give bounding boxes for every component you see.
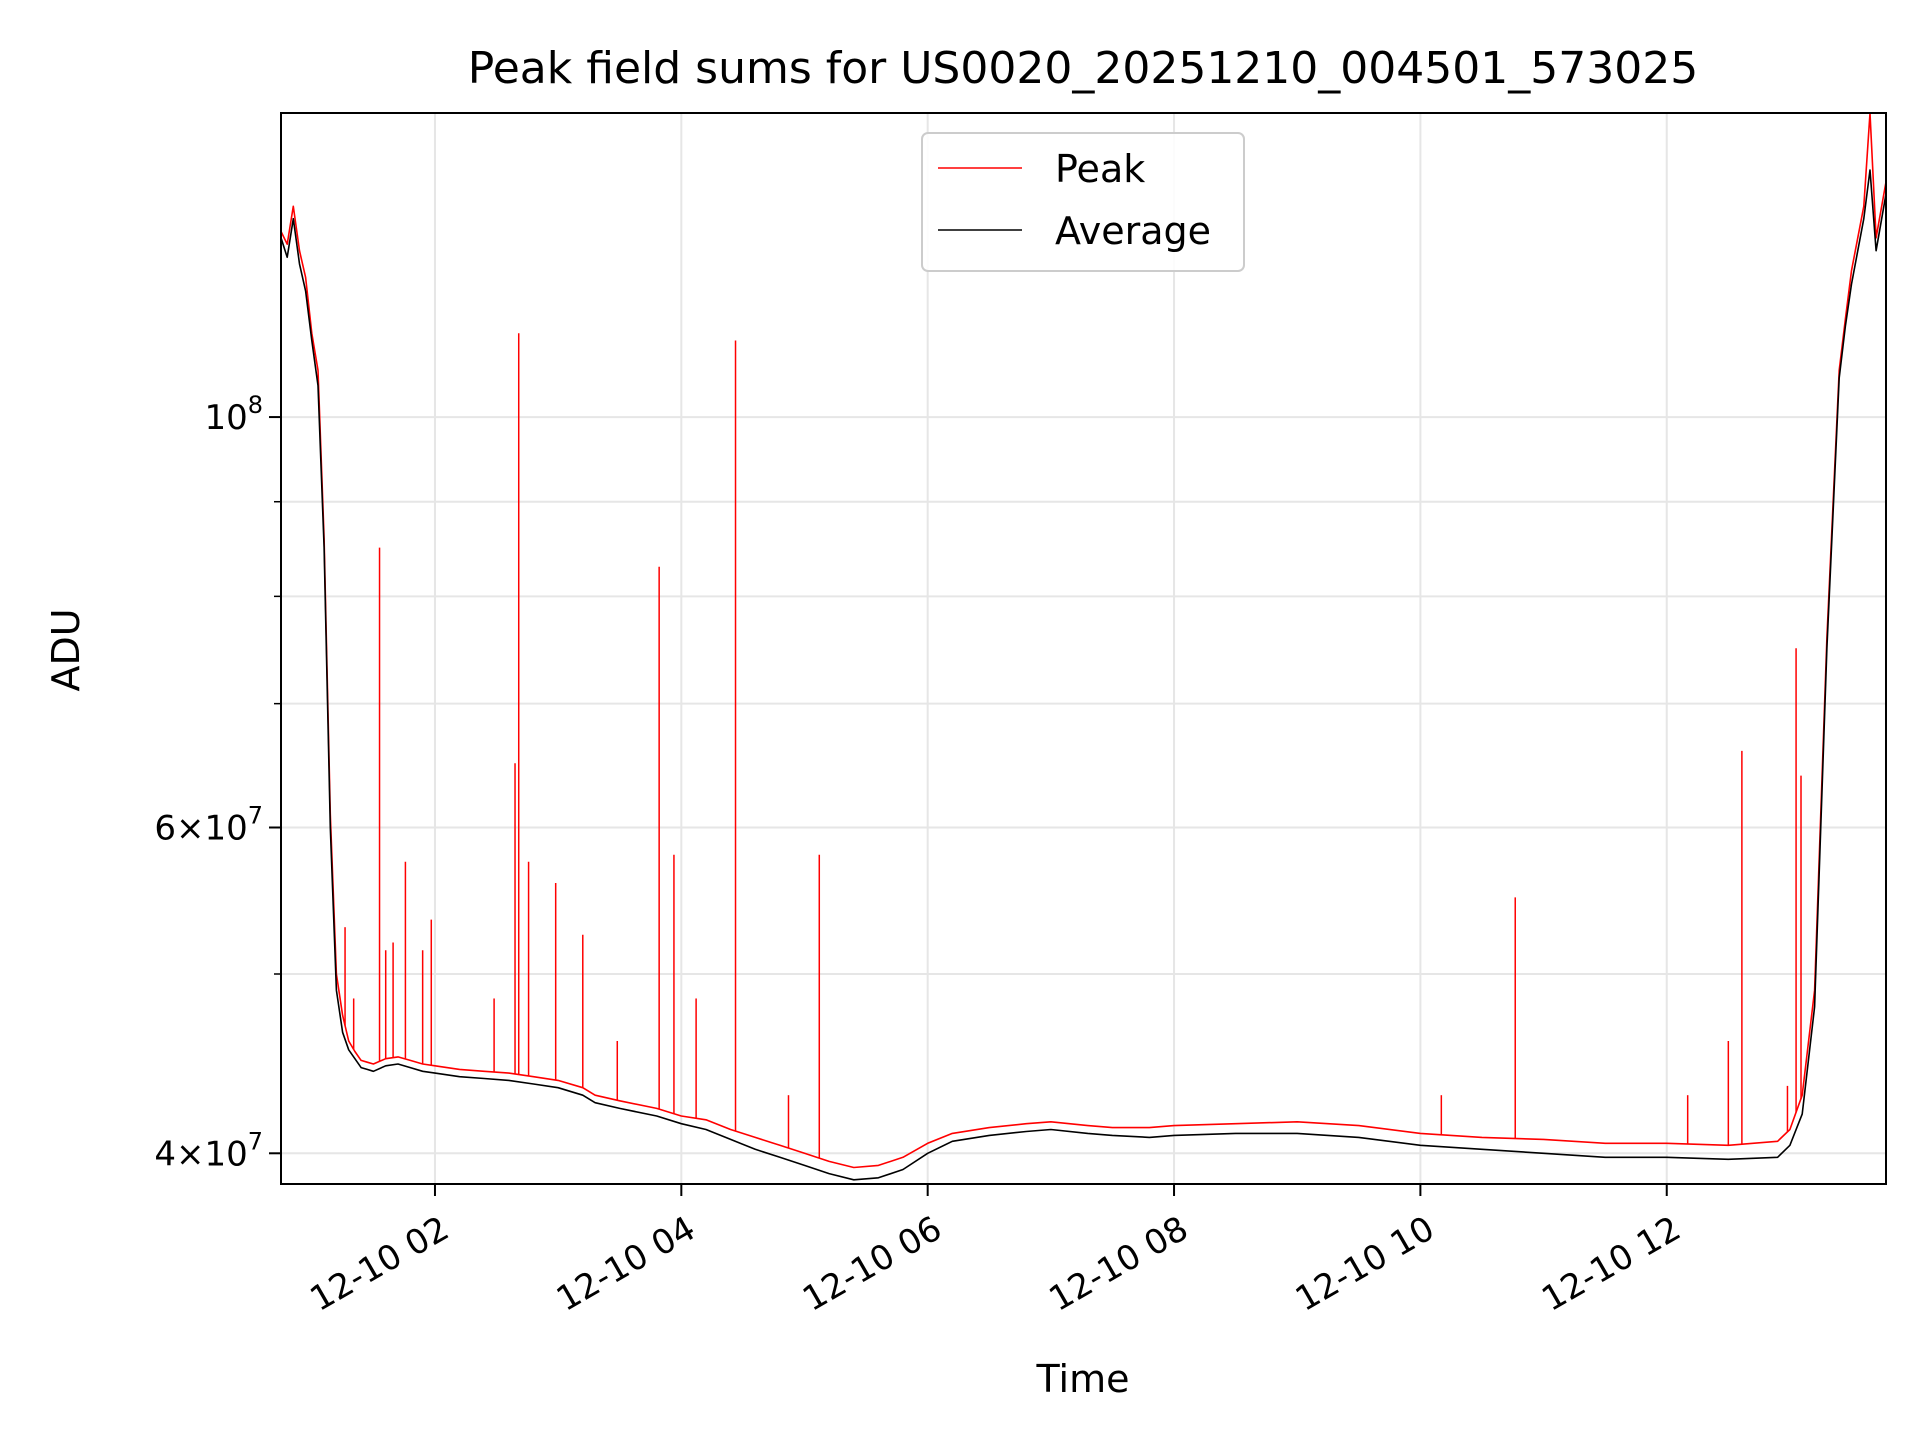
y-tick-label-base: 6×10 (154, 809, 247, 849)
plot-frame (280, 112, 1887, 1185)
y-tick-label-exponent: 7 (248, 1127, 263, 1155)
legend-peak-label: Peak (1055, 147, 1145, 191)
y-tick-label-base: 10 (204, 398, 247, 438)
y-tick-label: 6×107 (154, 802, 263, 849)
y-axis-label: ADU (44, 608, 88, 691)
series-layer (281, 113, 1886, 1181)
y-tick-label-exponent: 7 (248, 802, 263, 830)
chart-title: Peak field sums for US0020_20251210_0045… (468, 43, 1698, 94)
y-tick-label-base: 4×10 (154, 1134, 247, 1174)
y-tick-label: 108 (204, 391, 263, 438)
grid (281, 113, 1886, 1184)
x-axis-label: Time (1036, 1357, 1130, 1401)
legend-average-label: Average (1055, 209, 1211, 253)
y-tick-label: 4×107 (154, 1127, 263, 1174)
series-average-line (281, 169, 1886, 1181)
series-peak-line (281, 113, 1886, 1169)
legend: Peak Average (921, 132, 1245, 272)
y-tick-label-exponent: 8 (248, 391, 263, 419)
